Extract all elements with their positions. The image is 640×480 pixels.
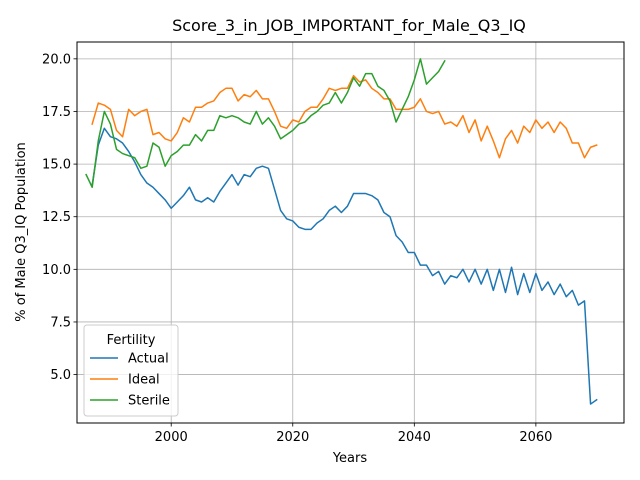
x-axis-label: Years <box>332 451 368 466</box>
y-tick-label: 17.5 <box>42 105 71 120</box>
plot-frame <box>76 41 625 424</box>
series-line-ideal <box>91 74 598 159</box>
y-tick-label: 12.5 <box>42 210 71 225</box>
y-tick-label: 10.0 <box>42 263 71 278</box>
chart-title: Score_3_in_JOB_IMPORTANT_for_Male_Q3_IQ <box>172 16 526 36</box>
y-tick-label: 7.5 <box>50 315 71 330</box>
x-tick-label: 2060 <box>519 430 552 445</box>
y-axis-label: % of Male Q3_IQ Population <box>14 142 29 322</box>
legend-label-sterile: Sterile <box>128 394 170 409</box>
grid-lines <box>77 42 624 423</box>
series-line-sterile <box>85 58 446 188</box>
legend-box <box>83 324 179 417</box>
series-layer <box>85 58 598 405</box>
y-axis: 5.0 7.5 10.0 12.5 15.0 17.5 20.0 <box>42 52 77 383</box>
legend: Fertility Actual Ideal Sterile <box>83 324 179 417</box>
y-tick-label: 20.0 <box>42 52 71 67</box>
legend-title: Fertility <box>107 333 156 348</box>
x-axis: 2000 2020 2040 2060 <box>155 423 552 445</box>
series-line-actual <box>91 127 598 405</box>
y-tick-label: 15.0 <box>42 158 71 173</box>
x-tick-label: 2040 <box>398 430 431 445</box>
legend-label-ideal: Ideal <box>128 373 160 388</box>
x-tick-label: 2020 <box>276 430 309 445</box>
legend-label-actual: Actual <box>128 352 169 367</box>
x-tick-label: 2000 <box>155 430 188 445</box>
y-tick-label: 5.0 <box>50 368 71 383</box>
